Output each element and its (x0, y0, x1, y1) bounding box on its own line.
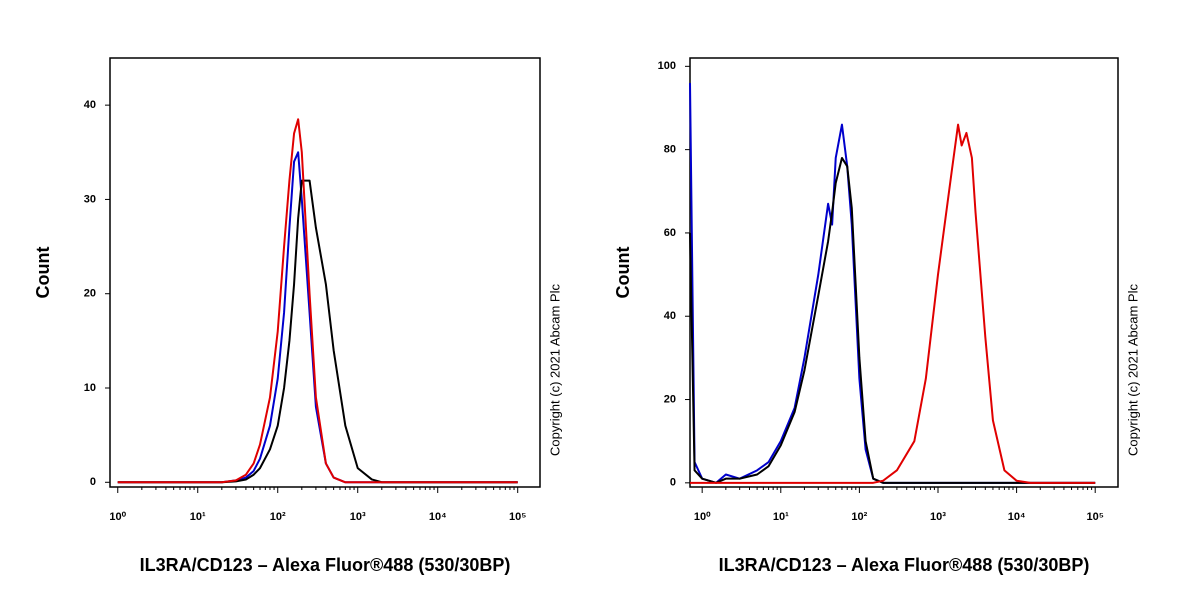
y-tick-label: 40 (84, 99, 96, 111)
x-tick-label: 10⁰ (694, 511, 711, 523)
x-tick-label: 10⁴ (429, 511, 447, 523)
y-tick-label: 40 (664, 310, 676, 322)
x-tick-label: 10² (270, 511, 286, 523)
data-line (117, 118, 518, 484)
x-tick-label: 10² (851, 511, 867, 523)
x-tick-label: 10⁰ (109, 511, 126, 523)
y-tick-label: 80 (664, 144, 676, 156)
plot-frame (109, 57, 541, 488)
data-line (689, 156, 1096, 484)
y-tick-label: 30 (84, 193, 96, 205)
y-tick-label: 20 (664, 393, 676, 405)
x-tick-label: 10¹ (190, 511, 206, 523)
y-axis-label: Count (33, 247, 53, 299)
copyright: Copyright (c) 2021 Abcam Plc (547, 284, 562, 456)
data-line (690, 123, 1096, 484)
data-line (689, 82, 1096, 484)
y-axis-label: Count (613, 247, 633, 299)
x-tick-label: 10⁵ (509, 511, 526, 523)
data-line (117, 151, 518, 484)
y-tick-label: 10 (84, 382, 96, 394)
x-tick-label: 10³ (930, 511, 946, 523)
y-tick-label: 0 (670, 477, 676, 489)
x-axis-label: IL3RA/CD123 – Alexa Fluor®488 (530/30BP) (719, 555, 1090, 575)
y-tick-label: 0 (90, 476, 96, 488)
y-tick-label: 100 (658, 60, 676, 72)
x-axis-label: IL3RA/CD123 – Alexa Fluor®488 (530/30BP) (140, 555, 511, 575)
copyright: Copyright (c) 2021 Abcam Plc (1125, 284, 1140, 456)
x-tick-label: 10¹ (773, 511, 789, 523)
plot-frame (689, 57, 1119, 488)
x-tick-label: 10⁴ (1008, 511, 1026, 523)
x-tick-label: 10⁵ (1086, 511, 1103, 523)
y-tick-label: 20 (84, 288, 96, 300)
chart-panel: 0 20 40 60 80 100 10⁰ 10¹ 10² 10³ 10⁴ 10⁵ Count IL3RA… (613, 57, 1140, 575)
x-tick-label: 10³ (350, 511, 366, 523)
chart-panel: 0 10 20 30 40 10⁰ 10¹ 10² 10³ 10⁴ 10⁵ Count IL3RA/CD… (33, 57, 562, 575)
data-line (117, 179, 518, 484)
y-tick-label: 60 (664, 227, 676, 239)
